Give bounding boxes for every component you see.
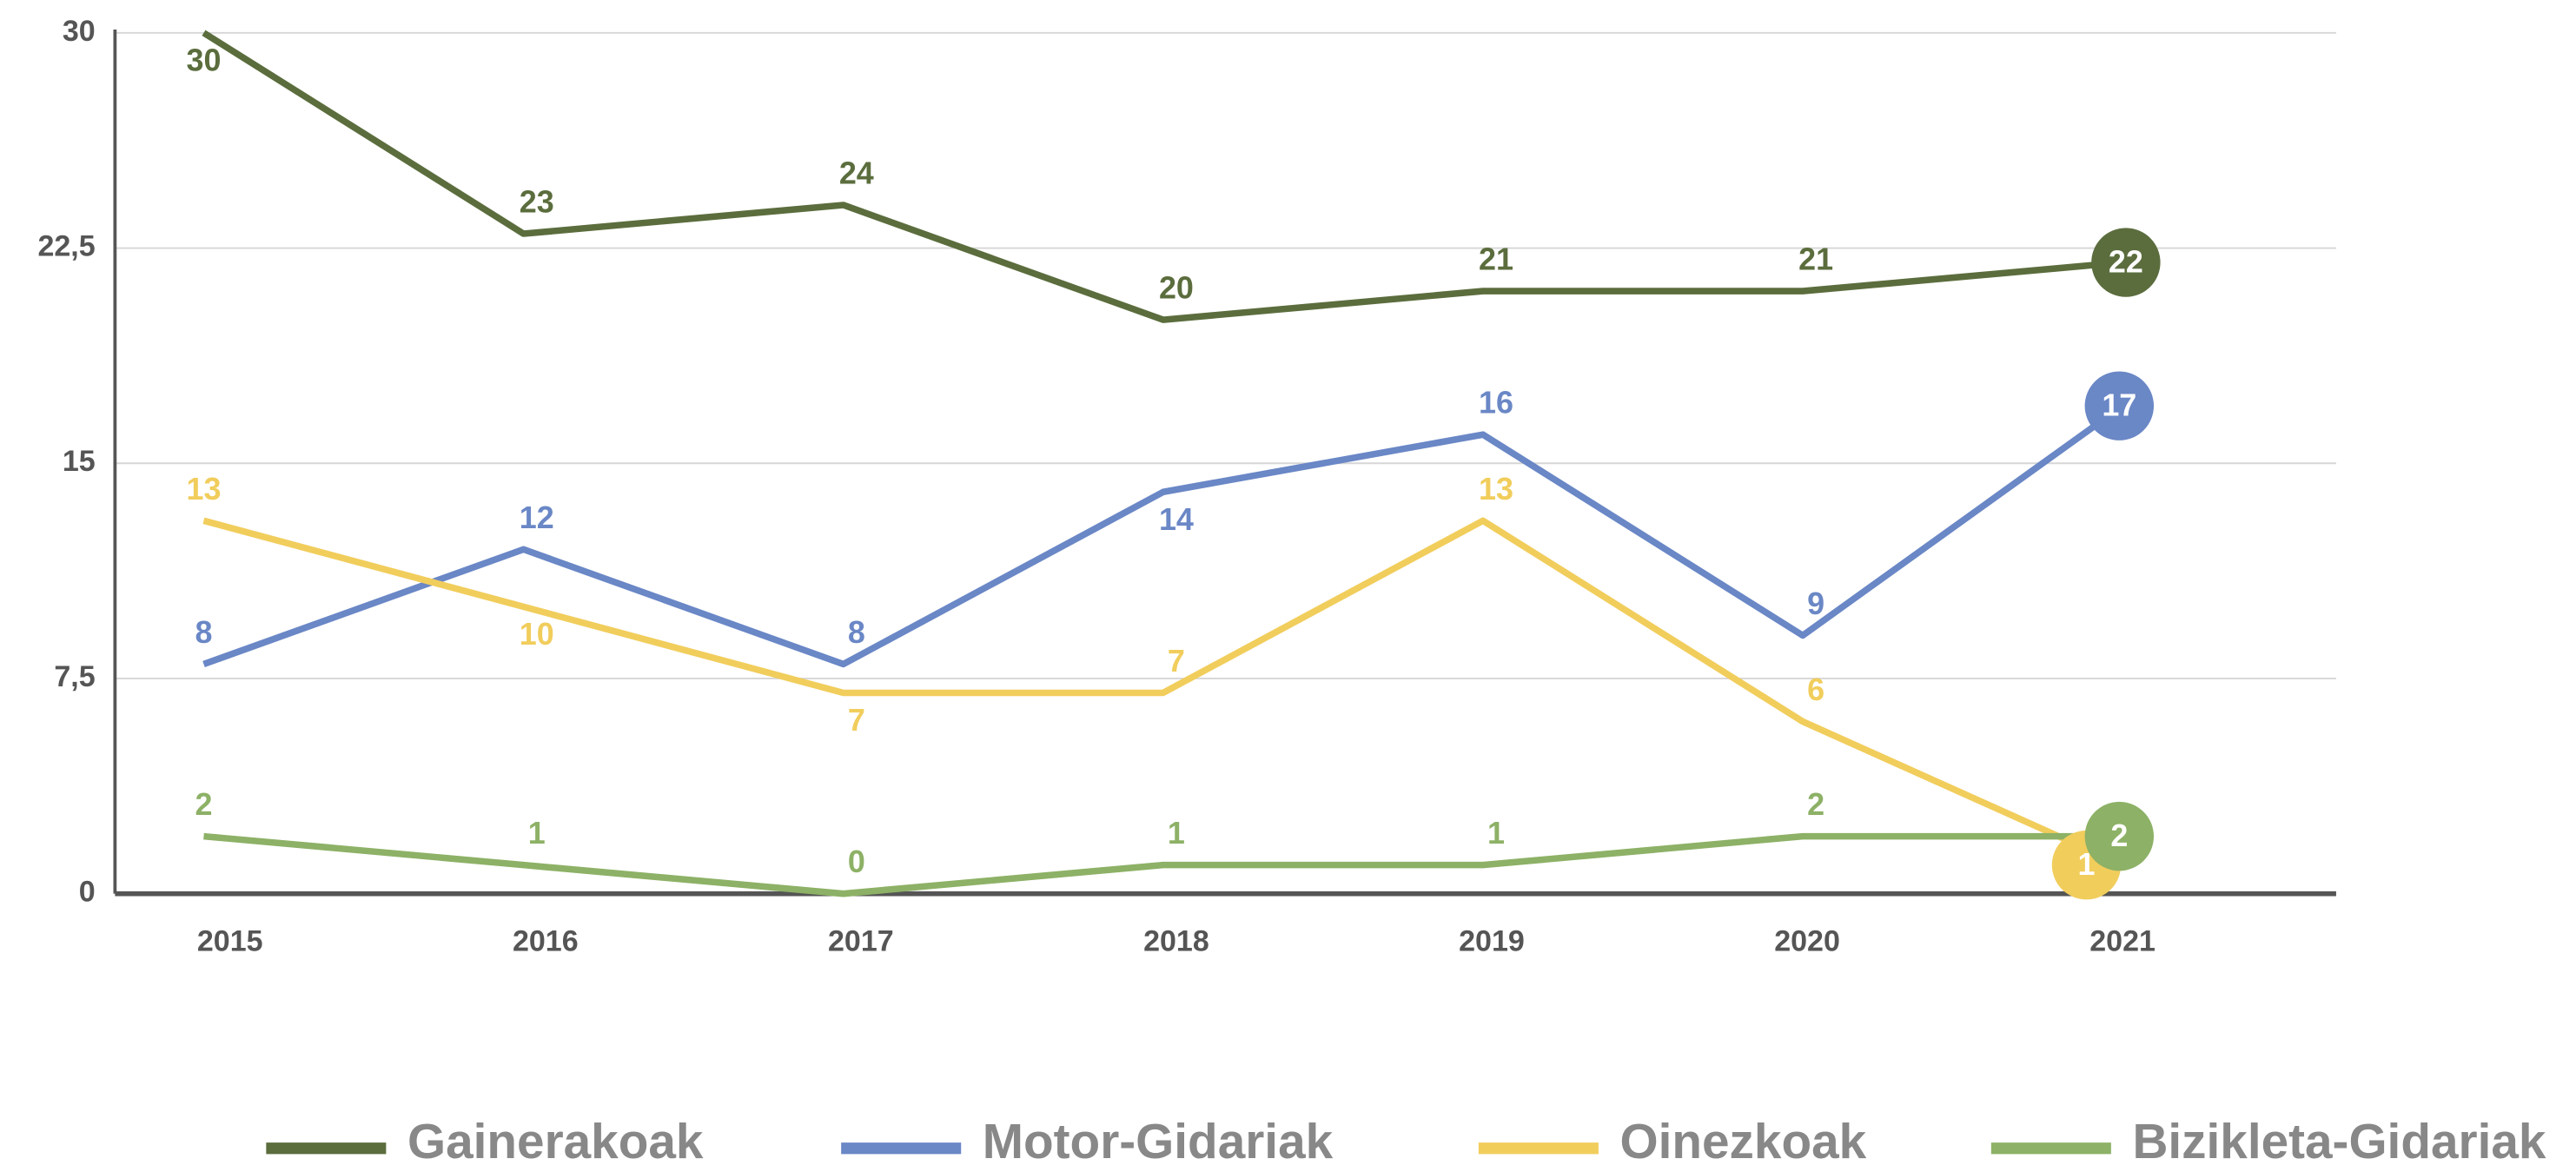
x-tick-label: 2020 [1774,924,1840,957]
data-label: 1 [1168,815,1185,851]
data-label: 30 [187,42,222,77]
data-label: 24 [839,155,874,190]
data-label: 17 [2102,387,2136,423]
data-label: 2 [1807,786,1824,822]
data-label: 14 [1159,501,1194,537]
data-label: 22 [2109,243,2143,279]
data-label: 2 [195,786,212,822]
y-tick-label: 22,5 [37,230,95,263]
series-line [202,517,2124,869]
end-marker [2084,801,2155,871]
end-marker [2084,371,2155,440]
end-marker [2091,228,2161,297]
data-label: 16 [1479,385,1513,420]
series-line [203,832,2123,897]
data-label: 8 [848,614,865,650]
x-tick-label: 2017 [828,924,894,957]
data-label: 23 [520,183,554,219]
series-line [202,403,2125,668]
data-label: 2 [2110,818,2128,853]
legend-label: Bizikleta-Gidariak [2132,1115,2546,1169]
data-label: 1 [1487,815,1505,851]
y-tick-label: 30 [63,15,96,48]
x-tick-label: 2019 [1459,924,1525,957]
data-label: 10 [520,616,554,652]
legend-label: Oinezkoak [1619,1115,1866,1169]
x-tick-label: 2021 [2089,924,2155,957]
x-tick-label: 2018 [1143,924,1209,957]
data-label: 9 [1807,586,1824,621]
data-label: 1 [528,815,546,851]
data-label: 13 [1479,471,1513,507]
data-label: 13 [187,471,222,507]
y-tick-label: 15 [63,445,96,478]
x-tick-label: 2015 [197,924,263,957]
y-tick-label: 0 [79,876,96,909]
y-tick-label: 7,5 [54,660,95,693]
data-label: 6 [1807,672,1824,707]
data-label: 20 [1159,270,1194,306]
data-label: 0 [848,844,865,879]
legend-label: Gainerakoak [407,1115,704,1169]
x-tick-label: 2016 [513,924,579,957]
data-label: 8 [195,614,212,650]
data-label: 12 [520,500,554,535]
legend-label: Motor-Gidariak [983,1115,1334,1169]
series-line [202,30,2123,323]
data-label: 7 [848,702,865,738]
data-label: 21 [1479,242,1513,277]
data-label: 21 [1798,242,1833,277]
data-label: 7 [1168,643,1185,679]
